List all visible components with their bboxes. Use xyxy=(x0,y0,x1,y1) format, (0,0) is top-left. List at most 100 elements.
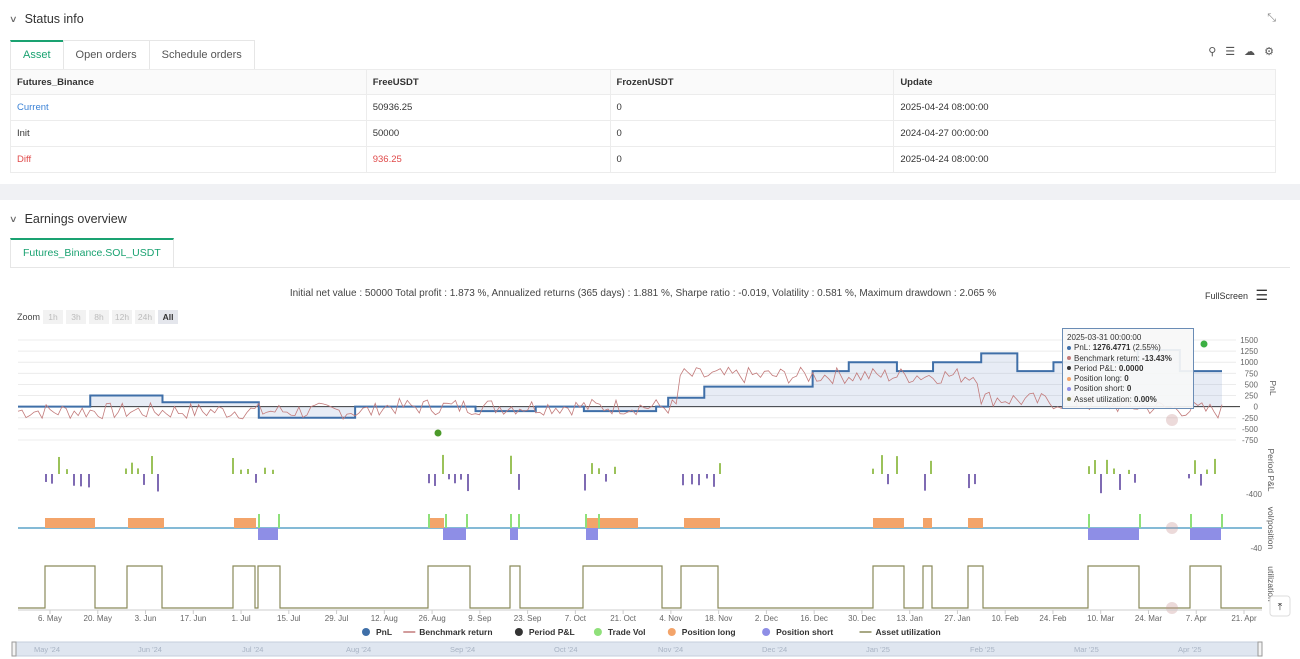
position-long-bar xyxy=(128,518,164,528)
asset-table: Futures_Binance FreeUSDT FrozenUSDT Upda… xyxy=(10,69,1276,173)
tab-symbol[interactable]: Futures_Binance.SOL_USDT xyxy=(10,238,174,267)
period-bar xyxy=(434,474,436,486)
chevron-down-icon[interactable]: ∨ xyxy=(9,213,18,224)
x-tick-label: 7. Oct xyxy=(565,614,587,623)
position-short-bar xyxy=(258,528,278,540)
tab-schedule-orders[interactable]: Schedule orders xyxy=(148,40,255,69)
col-exchange: Futures_Binance xyxy=(10,69,367,95)
period-bar xyxy=(706,474,708,479)
cell-update: 2025-04-24 08:00:00 xyxy=(893,94,1276,121)
pnl-axis-tick: 250 xyxy=(1245,392,1259,401)
period-bar xyxy=(713,474,715,487)
fullscreen-button[interactable]: FullScreen xyxy=(1204,291,1248,301)
trade-vol-bar xyxy=(1088,514,1090,528)
x-tick-label: 1. Jul xyxy=(231,614,250,623)
period-bar xyxy=(698,474,700,486)
period-bar xyxy=(442,454,444,474)
pnl-axis-tick: 500 xyxy=(1245,380,1259,389)
x-tick-label: 21. Apr xyxy=(1231,614,1257,623)
period-bar xyxy=(272,469,274,474)
navigator-label: Aug '24 xyxy=(346,645,371,654)
period-bar xyxy=(896,456,898,474)
period-bar xyxy=(1100,474,1102,494)
x-tick-label: 23. Sep xyxy=(514,614,542,623)
row-label: Diff xyxy=(10,146,367,173)
earnings-title: Earnings overview xyxy=(24,212,127,226)
gear-icon[interactable]: ⚙ xyxy=(1264,46,1274,58)
cloud-download-icon[interactable]: ☁ xyxy=(1244,46,1256,58)
period-bar xyxy=(682,474,684,486)
trade-vol-bar xyxy=(445,514,447,528)
x-tick-label: 17. Jun xyxy=(180,614,206,623)
x-tick-label: 4. Nov xyxy=(659,614,682,623)
performance-summary: Initial net value : 50000 Total profit :… xyxy=(289,288,997,299)
status-section-header[interactable]: ∨ Status info xyxy=(9,12,84,26)
cell-frozen: 0 xyxy=(609,120,895,147)
tab-asset[interactable]: Asset xyxy=(10,40,64,69)
period-bar xyxy=(968,474,970,489)
tooltip-long: Position long: 0 xyxy=(1067,374,1189,384)
zoom-3h-button[interactable]: 3h xyxy=(66,310,87,324)
pnl-axis-tick: -750 xyxy=(1242,436,1259,445)
zoom-24h-button[interactable]: 24h xyxy=(135,310,156,324)
period-axis-tick: -400 xyxy=(1246,490,1263,499)
legend-item: Position long xyxy=(682,627,736,637)
axis-title: Period P&L xyxy=(1266,449,1276,492)
zoom-all-button[interactable]: All xyxy=(158,310,179,324)
tab-open-orders[interactable]: Open orders xyxy=(62,40,150,69)
table-row: Diff 936.25 0 2025-04-24 08:00:00 xyxy=(10,146,1276,173)
legend-item: Benchmark return xyxy=(419,627,492,637)
x-tick-label: 9. Sep xyxy=(468,614,492,623)
position-long-bar xyxy=(428,518,444,528)
zoom-12h-button[interactable]: 12h xyxy=(112,310,133,324)
cell-free: 50000 xyxy=(365,120,611,147)
menu-icon[interactable]: ☰ xyxy=(1255,287,1268,303)
period-bar xyxy=(240,469,242,474)
period-bar xyxy=(1194,460,1196,474)
earnings-chart[interactable]: 1500 1250 1000 750 500 250 0 -250 -500 -750 -400 -4… xyxy=(0,320,1300,659)
legend-marker xyxy=(362,628,370,636)
pnl-line xyxy=(18,348,1222,419)
period-bar xyxy=(930,460,932,474)
chart-tooltip: 2025-03-31 00:00:00 PnL: 1276.4771 (2.55… xyxy=(1062,328,1194,409)
period-bar xyxy=(88,474,90,488)
row-label: Current xyxy=(10,94,367,121)
list-icon[interactable]: ☰ xyxy=(1225,46,1236,58)
zoom-1h-button[interactable]: 1h xyxy=(43,310,64,324)
x-tick-label: 2. Dec xyxy=(755,614,778,623)
earnings-section-header[interactable]: ∨ Earnings overview xyxy=(9,212,127,226)
period-bar xyxy=(974,474,976,485)
period-bar xyxy=(460,474,462,480)
col-frozen: FrozenUSDT xyxy=(609,69,895,95)
navigator-label: Nov '24 xyxy=(658,645,683,654)
zoom-8h-button[interactable]: 8h xyxy=(89,310,110,324)
position-short-bar xyxy=(510,528,518,540)
period-bar xyxy=(605,474,607,482)
period-bar xyxy=(143,474,145,485)
period-bar xyxy=(58,456,60,474)
min-marker xyxy=(434,429,442,437)
position-short-bar xyxy=(1088,528,1139,540)
period-bar xyxy=(151,456,153,474)
pnl-axis-tick: 750 xyxy=(1245,369,1259,378)
position-long-bar xyxy=(234,518,256,528)
period-bar xyxy=(1134,474,1136,483)
x-tick-label: 20. May xyxy=(84,614,112,623)
cell-free: 50936.25 xyxy=(365,94,611,121)
period-bar xyxy=(881,455,883,474)
legend-marker xyxy=(667,628,676,636)
period-bar xyxy=(924,474,926,491)
search-icon[interactable]: ⚲ xyxy=(1208,46,1217,58)
trade-vol-bar xyxy=(1190,514,1192,528)
period-bar xyxy=(66,469,68,474)
navigator-label: Oct '24 xyxy=(554,645,578,654)
navigator-handle-left xyxy=(11,641,17,657)
cell-frozen: 0 xyxy=(609,146,895,173)
col-update: Update xyxy=(893,69,1276,95)
collapse-icon[interactable]: ⤡ xyxy=(1267,12,1276,24)
chevron-down-icon[interactable]: ∨ xyxy=(9,13,18,24)
vol-axis-tick: -40 xyxy=(1250,544,1262,553)
scroll-top-icon: ⤒ xyxy=(1278,602,1283,613)
earnings-panel: ∨ Earnings overview Futures_Binance.SOL_… xyxy=(0,200,1300,659)
trade-vol-bar xyxy=(518,514,520,528)
